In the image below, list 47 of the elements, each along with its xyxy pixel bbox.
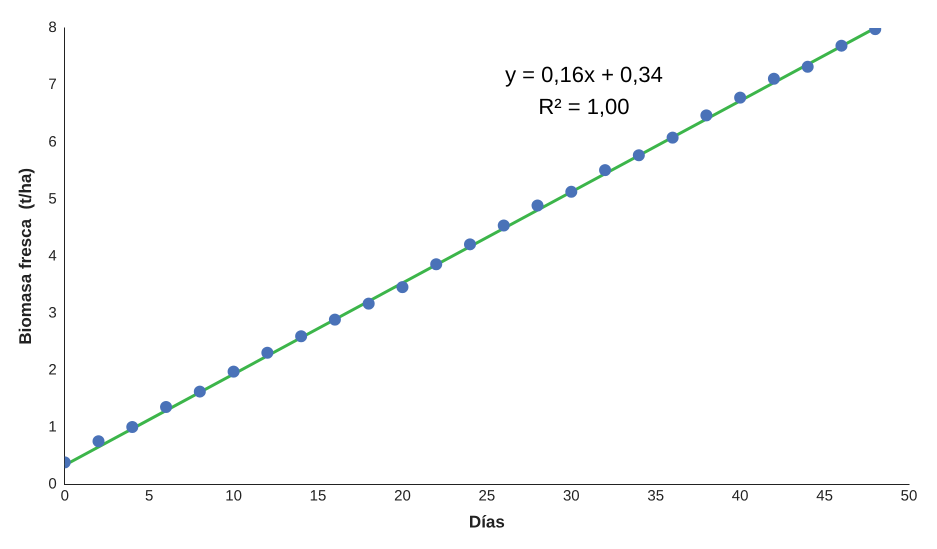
y-axis-title: Biomasa fresca (t/ha): [16, 168, 35, 345]
x-tick-label: 20: [394, 488, 411, 505]
x-tick-label: 10: [225, 488, 242, 505]
y-tick-label: 3: [48, 304, 57, 322]
y-tick-label: 2: [48, 362, 57, 379]
y-tick-label: 8: [48, 19, 57, 36]
point: [328, 314, 341, 326]
y-tick-label: 4: [48, 247, 57, 264]
point: [430, 258, 442, 270]
point: [261, 346, 274, 359]
annotation: y = 0,16x + 0,34: [505, 62, 663, 88]
point: [160, 400, 172, 413]
point: [532, 200, 544, 212]
point: [666, 132, 679, 144]
point: [599, 164, 612, 176]
point: [295, 330, 308, 342]
point: [464, 238, 476, 250]
x-tick-label: 50: [900, 488, 918, 505]
point: [734, 92, 746, 104]
y-tick-label: 6: [48, 133, 57, 150]
point: [768, 72, 780, 85]
x-tick-label: 25: [478, 488, 496, 505]
point: [228, 366, 240, 378]
point: [802, 60, 814, 73]
x-axis-title: Días: [468, 512, 505, 532]
y-tick-label: 5: [48, 190, 57, 208]
y-tick-label: 1: [48, 418, 57, 436]
point: [835, 40, 848, 52]
y-tick-label: 0: [48, 476, 57, 493]
point: [396, 281, 408, 294]
x-tick-label: 0: [60, 488, 69, 505]
x-tick-label: 40: [732, 488, 748, 505]
point: [700, 109, 712, 122]
point: [362, 298, 375, 310]
point: [92, 435, 105, 448]
x-tick-label: 35: [647, 488, 664, 505]
x-tick-label: 45: [816, 488, 833, 505]
point: [632, 149, 645, 162]
point: [126, 420, 138, 433]
point: [565, 186, 578, 198]
x-tick-label: 15: [310, 488, 326, 505]
annotation: R² = 1,00: [538, 94, 630, 120]
x-tick-label: 30: [562, 488, 580, 505]
x-tick-label: 5: [144, 488, 154, 505]
point: [194, 386, 206, 398]
point: [498, 219, 510, 232]
y-tick-label: 7: [48, 76, 57, 94]
